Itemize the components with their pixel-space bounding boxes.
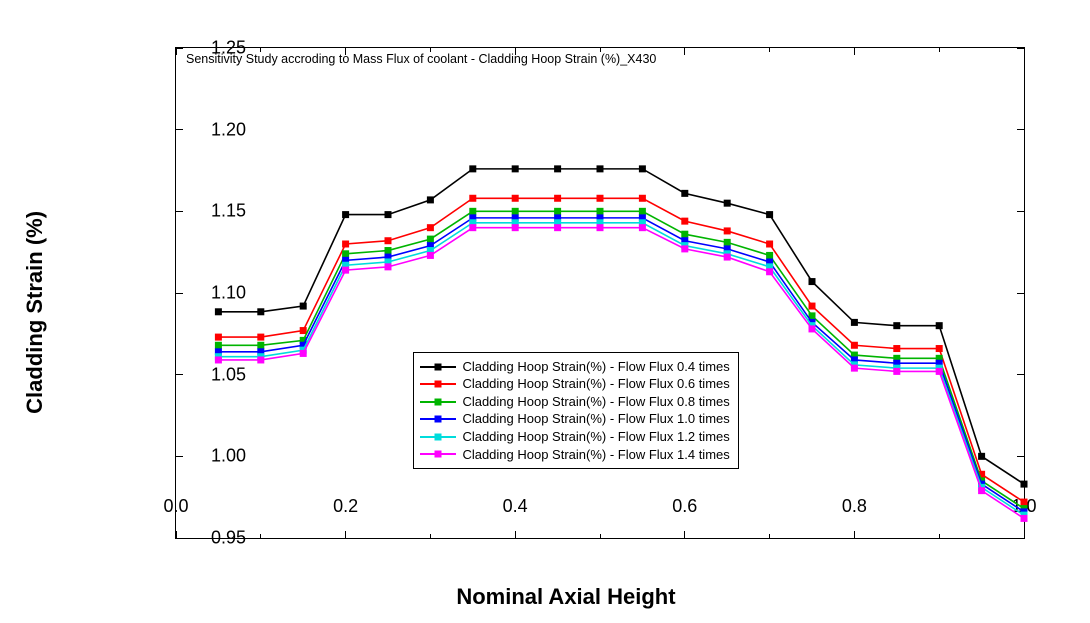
x-tick-mark	[515, 531, 516, 538]
legend-item: Cladding Hoop Strain(%) - Flow Flux 0.6 …	[420, 375, 729, 393]
x-tick-mark	[176, 48, 177, 55]
legend-swatch	[420, 378, 456, 390]
legend-item: Cladding Hoop Strain(%) - Flow Flux 1.0 …	[420, 410, 729, 428]
legend-label: Cladding Hoop Strain(%) - Flow Flux 1.2 …	[462, 428, 729, 446]
legend-swatch	[420, 431, 456, 443]
x-tick-label: 0.6	[672, 496, 697, 517]
x-tick-label: 0.2	[333, 496, 358, 517]
x-tick-label: 0.8	[842, 496, 867, 517]
legend-label: Cladding Hoop Strain(%) - Flow Flux 0.4 …	[462, 358, 729, 376]
x-tick-label: 0.4	[503, 496, 528, 517]
x-minor-tick-mark	[769, 48, 770, 52]
legend-item: Cladding Hoop Strain(%) - Flow Flux 0.8 …	[420, 393, 729, 411]
y-tick-label: 1.05	[166, 364, 246, 385]
x-tick-label: 1.0	[1011, 496, 1036, 517]
y-tick-mark	[1017, 456, 1024, 457]
x-tick-mark	[345, 48, 346, 55]
y-tick-label: 1.10	[166, 283, 246, 304]
y-tick-mark	[1017, 374, 1024, 375]
legend-item: Cladding Hoop Strain(%) - Flow Flux 1.4 …	[420, 446, 729, 464]
legend-item: Cladding Hoop Strain(%) - Flow Flux 1.2 …	[420, 428, 729, 446]
y-tick-label: 1.00	[166, 446, 246, 467]
x-tick-mark	[684, 48, 685, 55]
x-tick-mark	[345, 531, 346, 538]
legend-item: Cladding Hoop Strain(%) - Flow Flux 0.4 …	[420, 358, 729, 376]
chart-title: Sensitivity Study accroding to Mass Flux…	[186, 52, 656, 66]
x-minor-tick-mark	[260, 48, 261, 52]
x-minor-tick-mark	[260, 534, 261, 538]
x-tick-mark	[854, 48, 855, 55]
x-minor-tick-mark	[600, 48, 601, 52]
legend-label: Cladding Hoop Strain(%) - Flow Flux 0.6 …	[462, 375, 729, 393]
y-tick-label: 1.20	[166, 119, 246, 140]
x-minor-tick-mark	[769, 534, 770, 538]
legend-label: Cladding Hoop Strain(%) - Flow Flux 1.0 …	[462, 410, 729, 428]
y-tick-mark	[1017, 293, 1024, 294]
legend-swatch	[420, 396, 456, 408]
chart-wrapper: Cladding Strain (%) Sensitivity Study ac…	[75, 25, 1035, 605]
x-minor-tick-mark	[430, 48, 431, 52]
y-tick-mark	[1017, 211, 1024, 212]
legend-swatch	[420, 361, 456, 373]
y-tick-label: 1.15	[166, 201, 246, 222]
x-tick-label: 0.0	[163, 496, 188, 517]
x-tick-mark	[1024, 48, 1025, 55]
x-minor-tick-mark	[430, 534, 431, 538]
y-tick-label: 0.95	[166, 528, 246, 549]
x-tick-mark	[515, 48, 516, 55]
legend-label: Cladding Hoop Strain(%) - Flow Flux 0.8 …	[462, 393, 729, 411]
x-minor-tick-mark	[600, 534, 601, 538]
x-axis-label: Nominal Axial Height	[456, 584, 675, 610]
legend: Cladding Hoop Strain(%) - Flow Flux 0.4 …	[413, 352, 738, 469]
x-tick-mark	[854, 531, 855, 538]
legend-swatch	[420, 448, 456, 460]
y-tick-mark	[1017, 129, 1024, 130]
x-minor-tick-mark	[939, 48, 940, 52]
plot-area: Sensitivity Study accroding to Mass Flux…	[175, 47, 1025, 539]
x-tick-mark	[684, 531, 685, 538]
legend-swatch	[420, 413, 456, 425]
y-tick-label: 1.25	[166, 38, 246, 59]
x-tick-mark	[1024, 531, 1025, 538]
legend-label: Cladding Hoop Strain(%) - Flow Flux 1.4 …	[462, 446, 729, 464]
y-axis-label: Cladding Strain (%)	[22, 211, 48, 414]
x-minor-tick-mark	[939, 534, 940, 538]
x-tick-mark	[176, 531, 177, 538]
